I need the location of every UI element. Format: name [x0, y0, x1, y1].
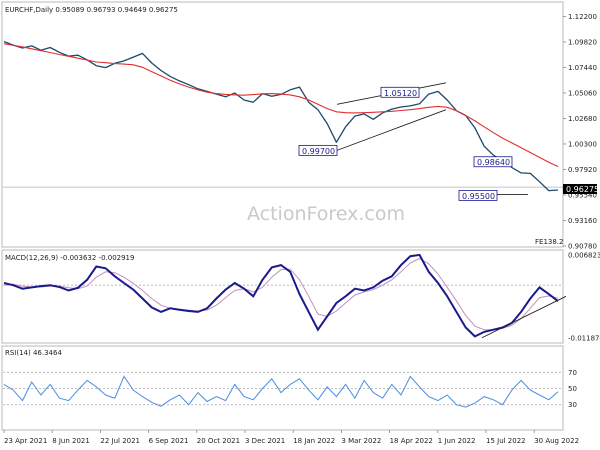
price-axis-label: 0.97920: [568, 166, 597, 174]
price-panel-frame: [1, 1, 564, 248]
price-annotation-box: [298, 144, 338, 156]
price-axis-label: 0.95540: [568, 191, 597, 199]
price-annotation-label: 0.98640: [477, 158, 510, 167]
macd-axis: 0.006823 -0.011874: [568, 251, 600, 342]
price-axis-label: 0.93160: [568, 217, 597, 225]
price-axis-label: 0.90780: [568, 243, 597, 251]
price-annotation-label: 0.95500: [462, 192, 495, 201]
price-annotation-box: [380, 86, 420, 98]
x-axis-label: 3 Dec 2021: [245, 437, 285, 445]
price-axis-label: 1.00300: [568, 140, 597, 148]
rsi-panel-frame: [1, 345, 564, 431]
macd-panel-title: MACD(12,26,9) -0.003632 -0.002919: [5, 254, 134, 262]
macd-axis-label: 0.006823: [568, 251, 600, 259]
x-axis-label: 22 Jul 2021: [100, 437, 140, 445]
x-axis-label: 18 Jan 2022: [293, 437, 335, 445]
macd-axis-label: -0.011874: [568, 335, 600, 343]
price-annotation-box: [473, 156, 513, 168]
macd-panel-frame: [1, 249, 564, 344]
price-annotations: 0.99700 1.05120 0.98640 0.95500: [298, 86, 513, 201]
x-axis-label: 30 Aug 2022: [534, 437, 579, 445]
macd-line: [3, 253, 559, 338]
price-axis-label: 1.09820: [568, 38, 597, 46]
price-axis-label: 1.12200: [568, 13, 597, 21]
x-axis: 23 Apr 2021 8 Jun 2021 22 Jul 2021 6 Sep 20…: [3, 430, 579, 445]
rsi-axis-label: 50: [568, 385, 577, 393]
price-annotation-label: 0.99700: [302, 147, 335, 156]
x-axis-label: 20 Oct 2021: [197, 437, 240, 445]
x-axis-label: 15 Jul 2022: [486, 437, 526, 445]
price-axis-label: 1.05060: [568, 89, 597, 97]
rsi-axis: 70 50 30: [568, 369, 577, 409]
rsi-line: [3, 375, 559, 408]
price-annotation-box: [458, 190, 498, 201]
x-axis-label: 8 Jun 2021: [52, 437, 90, 445]
price-axis-label: 1.07440: [568, 64, 597, 72]
price-panel-title: EURCHF,Daily 0.95089 0.96793 0.94649 0.9…: [5, 6, 178, 14]
rsi-axis-label: 70: [568, 369, 577, 377]
x-axis-label: 18 Apr 2022: [390, 437, 433, 445]
rsi-panel-title: RSI(14) 46.3464: [5, 349, 62, 357]
rsi-axis-label: 30: [568, 401, 577, 409]
x-axis-label: 1 Jun 2022: [438, 437, 476, 445]
rsi-levels: [3, 371, 563, 406]
macd-trend-line: [481, 295, 567, 339]
x-axis-label: 23 Apr 2021: [4, 437, 47, 445]
price-annotation-label: 1.05120: [384, 89, 417, 98]
price-axis-label: 1.02680: [568, 115, 597, 123]
price-series-line: [3, 40, 559, 192]
current-price-label: 0.96275: [566, 185, 599, 194]
x-axis-label: 6 Sep 2021: [149, 437, 189, 445]
watermark: ActionForex.com: [247, 203, 405, 225]
moving-average-line: [3, 43, 559, 167]
current-price-box: [563, 184, 597, 194]
channel-lower-line: [336, 109, 447, 151]
macd-signal-line: [3, 257, 559, 331]
price-overlays: [336, 82, 528, 195]
x-axis-label: 3 Mar 2022: [341, 437, 381, 445]
fe-label: FE138.2: [535, 238, 564, 246]
price-axis: 1.12200 1.09820 1.07440 1.05060 1.02680 1.003…: [563, 13, 597, 251]
